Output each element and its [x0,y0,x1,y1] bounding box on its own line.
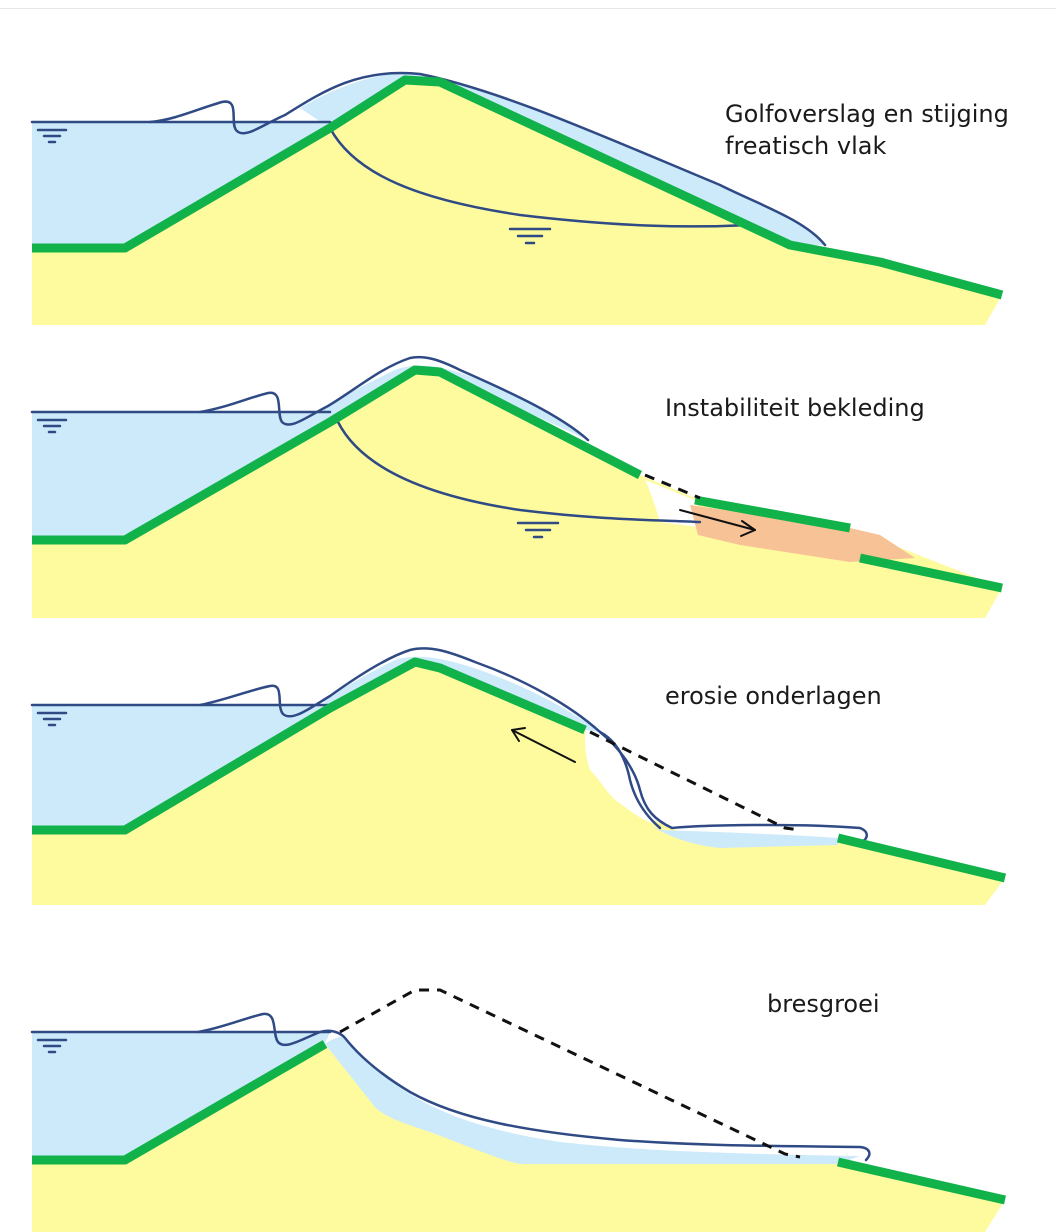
dike-body [32,1044,1005,1232]
wave-profile [198,355,590,442]
sliding-direction-arrow-icon [679,509,756,537]
water-level-symbol-icon [36,711,68,727]
dike-body [32,370,1002,618]
panel-erosion-sublayers: erosie onderlagen [0,620,1056,920]
water-level-symbol-icon [36,128,68,144]
overtopping-water-layer [300,73,825,245]
grass-revetment-displaced [694,495,851,533]
grass-revetment-upper [32,365,643,545]
outer-water [32,412,330,540]
panel-caption: Golfoverslag en stijging freatisch vlak [725,100,1009,160]
outer-water [32,1032,330,1160]
toe-water-layer [650,825,838,848]
wave-profile [196,1012,871,1162]
dike-cross-section-4 [30,988,1006,1232]
grass-revetment-lower [836,833,1007,883]
grass-revetment-upper [32,657,587,835]
panel-breach-growth: bresgroei [0,932,1056,1232]
grass-revetment-lower [837,1157,1006,1205]
dike-cross-section-2 [30,355,1003,618]
grass-revetment [32,75,1004,300]
grass-revetment-lower [859,553,1003,593]
breach-flow-water [325,1036,860,1164]
erosion-direction-arrow-icon [511,727,576,763]
exposed-core [645,480,705,528]
outer-water [32,705,330,830]
panel-caption: Instabiliteit bekleding [665,394,925,422]
phreatic-level-symbol-icon [508,227,552,245]
original-dike-outline [339,988,801,1159]
panel-revetment-instability: Instabiliteit bekleding [0,330,1056,630]
wave-profile [148,71,827,247]
top-divider [0,8,1056,9]
panel-wave-overtopping: Golfoverslag en stijging freatisch vlak [0,30,1056,330]
dike-cross-section-3 [30,647,1007,905]
water-level-symbol-icon [36,418,68,434]
water-level-symbol-icon [36,1038,68,1054]
panel-caption: erosie onderlagen [665,682,882,710]
phreatic-line [328,126,752,228]
original-slope-outline [644,473,701,500]
original-slope-outline [589,730,801,832]
sliding-mass [690,505,915,562]
panel-caption: bresgroei [767,990,880,1018]
phreatic-line [336,420,702,524]
outer-water [32,122,330,248]
dike-cross-section-1 [30,71,1004,325]
phreatic-level-symbol-icon [516,521,560,539]
grass-revetment-upper [32,1040,328,1165]
erosion-flow-line [598,730,868,844]
dike-body [32,80,1002,325]
